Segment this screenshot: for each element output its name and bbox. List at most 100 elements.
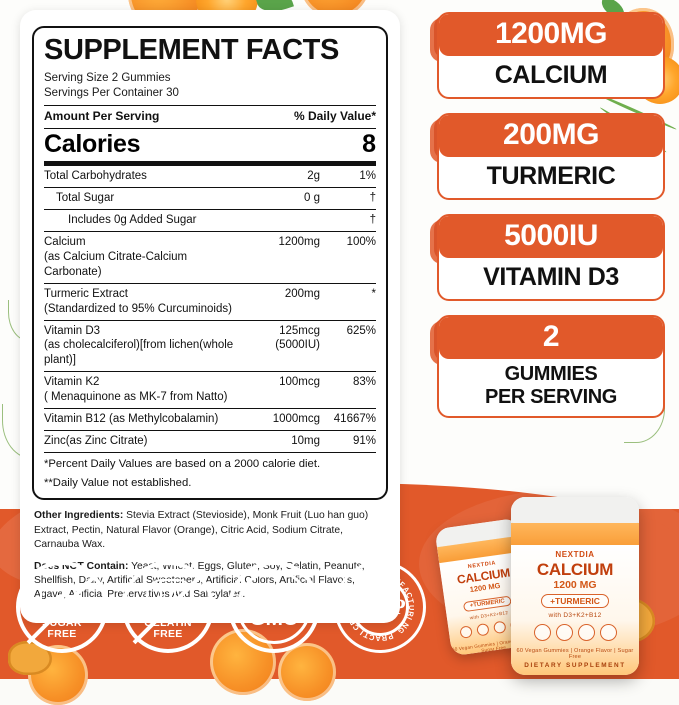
certification-seals: SUGAR FREE GELATIN FREE NON — [16, 547, 436, 667]
nutrient-daily-value: 625% — [346, 324, 376, 337]
divider — [44, 186, 376, 188]
seal-line-1: SUGAR — [42, 616, 82, 629]
nutrient-amount-secondary: (5000IU) — [275, 339, 320, 352]
nutrient-amount: 10mg — [291, 435, 320, 448]
nutrient-amount: 1000mcg — [272, 413, 320, 426]
nutrient-daily-value: 100% — [346, 235, 376, 248]
nutrient-name: Vitamin D3 (as cholecalciferol)[from lich… — [44, 324, 246, 369]
other-ingredients: Other Ingredients: Stevia Extract (Stevi… — [34, 509, 386, 552]
seal-gelatin-free: GELATIN FREE — [122, 561, 214, 653]
divider — [44, 230, 376, 232]
nutrient-source: (Standardized to 95% Curcuminoids) — [44, 302, 232, 315]
muscle-icon — [599, 624, 617, 641]
nutrient-rows: Total Carbohydrates 2g 1% Total Sugar 0 g † In… — [44, 166, 376, 452]
nutrient-daily-value: 1% — [359, 170, 376, 183]
daily-value-header: % Daily Value* — [293, 109, 376, 124]
non-text: NON — [254, 583, 294, 604]
nutrient-daily-value: 83% — [352, 376, 376, 389]
seal-line-2: FREE — [47, 628, 77, 641]
nutrient-source: (as cholecalciferol)[from lichen(whole p… — [44, 339, 234, 367]
brand-name: NEXTDIA — [555, 550, 595, 559]
table-header-row: Amount Per Serving % Daily Value* — [44, 106, 376, 128]
nutrient-source: ( Menaquinone as MK-7 from Natto) — [44, 391, 228, 404]
nutrient-source: (as Calcium Citrate-Calcium Carbonate) — [44, 250, 188, 278]
inner-ring: NON GMO — [237, 570, 311, 644]
divider-thick — [44, 161, 376, 167]
seal-label: SUGAR FREE — [16, 616, 108, 642]
table-row: Includes 0g Added Sugar † — [44, 210, 376, 231]
badge-body: 5000IU VITAMIN D3 — [437, 214, 665, 301]
outer-ring — [334, 561, 426, 653]
nutrient-daily-value: * — [371, 287, 376, 300]
divider — [44, 371, 376, 373]
divider — [252, 604, 296, 608]
footnote-1: *Percent Daily Values are based on a 200… — [44, 458, 321, 471]
badge-value: 200MG — [439, 115, 663, 157]
seal-sugar-free: SUGAR FREE — [16, 561, 108, 653]
divider — [44, 128, 376, 130]
table-row: Vitamin B12 (as Methylcobalamin) 1000mcg 4… — [44, 409, 376, 430]
energy-icon — [577, 624, 595, 641]
nutrient-amount: 125mcg (5000IU) — [246, 324, 324, 354]
calories-label: Calories — [44, 130, 141, 159]
seal-non-gmo: NON GMO — [228, 561, 320, 653]
product-plus: +TURMERIC — [541, 594, 609, 608]
product-bottle-primary: NEXTDIA CALCIUM 1200 MG +TURMERIC with D… — [511, 497, 639, 675]
table-row: Calcium (as Calcium Citrate-Calcium Carbo… — [44, 232, 376, 283]
bottle-label: NEXTDIA CALCIUM 1200 MG +TURMERIC with D… — [511, 545, 639, 675]
badge-label: TURMERIC — [486, 161, 616, 190]
count-flavor: 60 Vegan Gummies | Orange Flavor | Sugar… — [516, 648, 634, 660]
nutrient-name: Includes 0g Added Sugar — [68, 213, 197, 226]
nutrient-amount: 100mcg — [279, 376, 320, 389]
benefit-icons — [511, 624, 639, 641]
badge-value: 5000IU — [439, 216, 663, 258]
seal-label: GELATIN FREE — [122, 617, 214, 642]
nutrient-name: Calcium (as Calcium Citrate-Calcium Carbo… — [44, 235, 246, 280]
amount-per-serving-header: Amount Per Serving — [44, 109, 160, 124]
immune-support-icon — [475, 622, 490, 637]
servings-per-container: Servings Per Container 30 — [44, 86, 179, 99]
highlight-badge: 2 GUMMIES PER SERVING — [430, 315, 665, 418]
product-strength: 1200 MG — [553, 579, 597, 591]
table-row: Total Sugar 0 g † — [44, 188, 376, 209]
nutrient-amount: 1200mg — [278, 235, 320, 248]
serving-size: Serving Size 2 Gummies — [44, 72, 171, 84]
prohibition-ring — [16, 561, 108, 653]
sugar-cube-icon — [16, 577, 108, 619]
supplement-facts-card: SUPPLEMENT FACTS Serving Size 2 Gummies … — [20, 10, 400, 623]
table-row: Vitamin K2( Menaquinone as MK-7 from Nat… — [44, 372, 376, 408]
nutrient-amount: 0 g — [304, 191, 320, 204]
seal-line-2: FREE — [153, 628, 183, 641]
bone-health-icon — [533, 624, 551, 641]
badge-label-line-2: PER SERVING — [485, 385, 617, 408]
divider — [44, 105, 376, 107]
gummies-window — [511, 523, 639, 549]
calories-row: Calories 8 — [44, 129, 376, 161]
footnote-2: **Daily Value not established. — [44, 476, 192, 489]
other-ingredients-text: Stevia Extract (Stevioside), Monk Fruit … — [34, 510, 369, 550]
table-row: Turmeric Extract (Standardized to 95% Cur… — [44, 284, 376, 320]
inner-ring: GMP — [351, 578, 409, 636]
badge-value: 1200MG — [439, 14, 663, 56]
gelatin-mold-icon — [122, 577, 214, 619]
badge-body: 200MG TURMERIC — [437, 113, 665, 200]
divider — [44, 208, 376, 210]
highlight-badges: 1200MG CALCIUM 200MG TURMERIC 5000IU VITAMIN … — [430, 12, 665, 432]
supplement-facts-box: SUPPLEMENT FACTS Serving Size 2 Gummies … — [32, 26, 388, 501]
table-row: Total Carbohydrates 2g 1% — [44, 166, 376, 187]
highlight-badge: 1200MG CALCIUM — [430, 12, 665, 99]
nutrient-daily-value: 91% — [352, 435, 376, 448]
divider — [44, 408, 376, 410]
calories-value: 8 — [362, 130, 376, 159]
nutrient-daily-value: † — [369, 191, 376, 204]
badge-body: 2 GUMMIES PER SERVING — [437, 315, 665, 418]
highlight-badge: 200MG TURMERIC — [430, 113, 665, 200]
nutrient-name: Vitamin B12 (as Methylcobalamin) — [44, 413, 219, 426]
bottle-cap — [511, 497, 639, 524]
gmo-text: GMO — [249, 607, 299, 631]
page-title: SUPPLEMENT FACTS — [44, 34, 339, 66]
immune-support-icon — [555, 624, 573, 641]
nutrient-amount: 2g — [307, 170, 320, 183]
other-ingredients-label: Other Ingredients: — [34, 510, 124, 522]
